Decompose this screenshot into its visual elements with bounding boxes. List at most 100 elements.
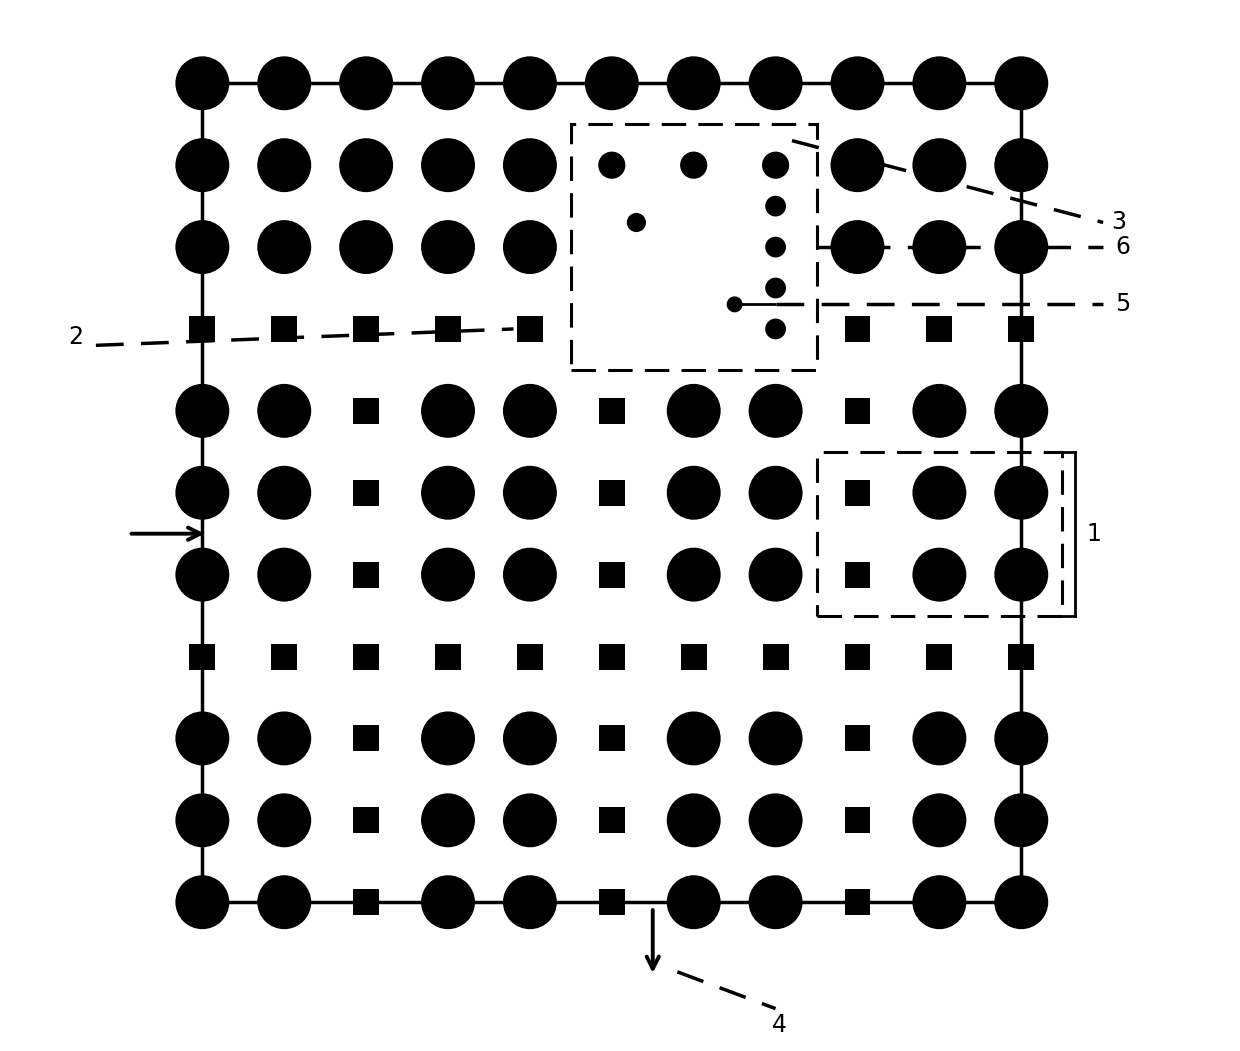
- Circle shape: [765, 318, 786, 339]
- Circle shape: [175, 384, 229, 438]
- Text: 4: 4: [773, 1013, 787, 1036]
- Bar: [353, 398, 379, 424]
- Text: 3: 3: [1111, 210, 1126, 234]
- Bar: [517, 643, 543, 669]
- Bar: [1008, 643, 1034, 669]
- Bar: [599, 725, 625, 751]
- Bar: [844, 398, 870, 424]
- Circle shape: [749, 875, 802, 929]
- Circle shape: [257, 794, 311, 847]
- Bar: [570, 124, 817, 370]
- Circle shape: [422, 139, 475, 192]
- Circle shape: [913, 139, 966, 192]
- Bar: [681, 643, 707, 669]
- Circle shape: [831, 57, 884, 110]
- Circle shape: [598, 151, 625, 179]
- Circle shape: [994, 548, 1048, 601]
- Circle shape: [831, 139, 884, 192]
- Bar: [599, 561, 625, 588]
- Bar: [202, 83, 1022, 902]
- Circle shape: [667, 712, 720, 765]
- Circle shape: [257, 384, 311, 438]
- Circle shape: [749, 384, 802, 438]
- Circle shape: [667, 548, 720, 601]
- Circle shape: [994, 139, 1048, 192]
- Text: 5: 5: [1116, 292, 1131, 316]
- Text: 6: 6: [1116, 235, 1131, 259]
- Circle shape: [994, 875, 1048, 929]
- Circle shape: [913, 466, 966, 519]
- Circle shape: [765, 195, 786, 217]
- Circle shape: [913, 548, 966, 601]
- Circle shape: [257, 875, 311, 929]
- Bar: [1008, 316, 1034, 342]
- Circle shape: [422, 57, 475, 110]
- Circle shape: [913, 712, 966, 765]
- Bar: [353, 725, 379, 751]
- Circle shape: [503, 220, 557, 274]
- Circle shape: [503, 57, 557, 110]
- Circle shape: [994, 794, 1048, 847]
- Circle shape: [340, 220, 393, 274]
- Bar: [844, 561, 870, 588]
- Circle shape: [257, 57, 311, 110]
- Circle shape: [257, 220, 311, 274]
- Circle shape: [667, 57, 720, 110]
- Text: 1: 1: [1086, 521, 1101, 545]
- Bar: [599, 479, 625, 506]
- Bar: [926, 643, 952, 669]
- Bar: [926, 316, 952, 342]
- Circle shape: [422, 875, 475, 929]
- Circle shape: [667, 384, 720, 438]
- Circle shape: [422, 384, 475, 438]
- Circle shape: [765, 236, 786, 257]
- Bar: [517, 316, 543, 342]
- Circle shape: [727, 296, 743, 312]
- Bar: [272, 316, 298, 342]
- Circle shape: [175, 712, 229, 765]
- Bar: [435, 316, 461, 342]
- Circle shape: [422, 466, 475, 519]
- Bar: [353, 561, 379, 588]
- Circle shape: [994, 57, 1048, 110]
- Circle shape: [763, 151, 789, 179]
- Circle shape: [257, 466, 311, 519]
- Circle shape: [680, 151, 707, 179]
- Circle shape: [994, 384, 1048, 438]
- Bar: [844, 643, 870, 669]
- Bar: [599, 398, 625, 424]
- Text: 2: 2: [68, 325, 83, 349]
- Circle shape: [994, 220, 1048, 274]
- Circle shape: [175, 139, 229, 192]
- Bar: [353, 643, 379, 669]
- Circle shape: [503, 794, 557, 847]
- Circle shape: [765, 277, 786, 298]
- Circle shape: [422, 548, 475, 601]
- Circle shape: [340, 139, 393, 192]
- Bar: [190, 643, 216, 669]
- Circle shape: [503, 712, 557, 765]
- Bar: [272, 643, 298, 669]
- Circle shape: [175, 466, 229, 519]
- Bar: [353, 889, 379, 915]
- Circle shape: [626, 213, 646, 232]
- Bar: [353, 316, 379, 342]
- Circle shape: [749, 794, 802, 847]
- Bar: [817, 452, 1063, 616]
- Bar: [599, 643, 625, 669]
- Circle shape: [994, 712, 1048, 765]
- Circle shape: [667, 794, 720, 847]
- Bar: [844, 807, 870, 833]
- Circle shape: [422, 220, 475, 274]
- Circle shape: [175, 794, 229, 847]
- Circle shape: [503, 139, 557, 192]
- Circle shape: [257, 548, 311, 601]
- Circle shape: [503, 466, 557, 519]
- Bar: [599, 807, 625, 833]
- Circle shape: [913, 57, 966, 110]
- Circle shape: [175, 548, 229, 601]
- Circle shape: [257, 712, 311, 765]
- Bar: [844, 889, 870, 915]
- Circle shape: [257, 139, 311, 192]
- Circle shape: [913, 384, 966, 438]
